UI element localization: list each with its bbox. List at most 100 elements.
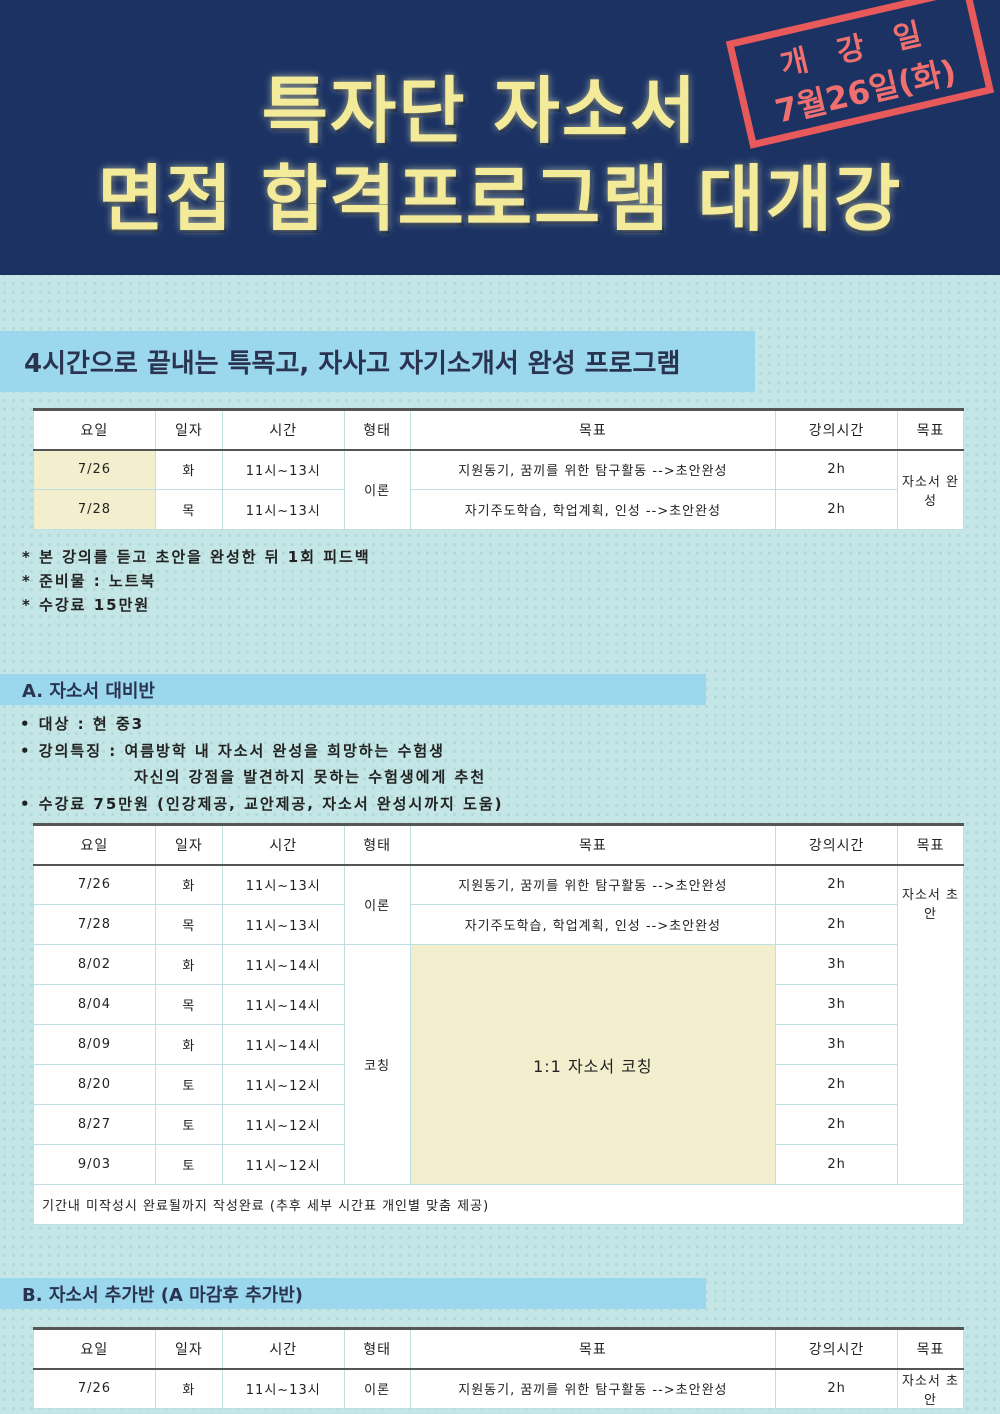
date-cell: 7/26 [33,1368,156,1409]
title-line-1: 특자단 자소서 [261,69,699,153]
column-header: 목표 [897,823,964,866]
table-row: 7/28 목 11시~13시 자기주도학습, 학업계획, 인성 -->초안완성 2h [33,489,964,530]
date-cell: 7/26 [33,449,156,490]
time-cell: 11시~13시 [221,864,345,905]
column-header: 일자 [154,823,223,866]
goal-cell: 자기주도학습, 학업계획, 인성 -->초안완성 [409,904,777,945]
column-header: 목표 [897,408,964,451]
target-cell: 자소서 초안 [897,1368,964,1409]
weekday-cell: 화 [154,1368,223,1409]
table-row: 7/26 화 11시~13시 이론 지원동기, 꿈끼를 위한 탐구활동 -->초안완성 2… [33,864,964,1185]
header-row: 요일 일자 시간 형태 목표 강의시간 목표 [33,408,964,451]
date-cell: 8/02 [33,944,156,985]
date-cell: 9/03 [33,1144,156,1185]
class-a-banner: A. 자소서 대비반 [0,674,706,705]
column-header: 목표 [897,1327,964,1370]
column-header: 목표 [409,408,777,451]
type-cell: 코칭 [343,944,411,1185]
column-header: 요일 [33,408,156,451]
time-cell: 11시~14시 [221,1024,345,1065]
column-header: 시간 [221,408,345,451]
goal-cell: 지원동기, 꿈끼를 위한 탐구활동 -->초안완성 [409,864,777,905]
time-cell: 11시~13시 [221,489,345,530]
note: * 준비물 : 노트북 [22,572,157,590]
class-b-banner: B. 자소서 추가반 (A 마감후 추가반) [0,1278,706,1309]
target-cell: 자소서 초안 [897,864,964,1185]
date-cell: 7/28 [33,904,156,945]
time-cell: 11시~12시 [221,1064,345,1105]
duration-cell: 2h [775,449,898,490]
duration-cell: 3h [775,984,899,1025]
date-cell: 8/20 [33,1064,156,1105]
column-header: 시간 [221,1327,345,1370]
column-header: 시간 [221,823,345,866]
weekday-cell: 화 [154,449,223,490]
weekday-cell: 토 [154,1104,223,1145]
type-cell: 이론 [343,1368,411,1409]
table-row: 8/20 토 11시~12시 2h [33,1064,964,1105]
duration-cell: 3h [775,1024,899,1065]
time-cell: 11시~13시 [221,449,345,490]
duration-cell: 2h [775,1144,899,1185]
weekday-cell: 화 [154,944,223,985]
column-header: 일자 [154,408,223,451]
duration-cell: 2h [775,1064,899,1105]
column-header: 일자 [154,1327,223,1370]
date-cell: 8/04 [33,984,156,1025]
column-header: 강의시간 [775,1327,898,1370]
time-cell: 11시~13시 [221,1368,345,1409]
weekday-cell: 화 [154,1024,223,1065]
class-b-schedule-table: 요일 일자 시간 형태 목표 강의시간 목표 7/26 화 11시~13시 이론 지원동기, 꿈끼를 … [33,1327,964,1409]
column-header: 형태 [343,823,411,866]
date-cell: 8/27 [33,1104,156,1145]
column-header: 요일 [33,1327,156,1370]
duration-cell: 3h [775,944,899,985]
weekday-cell: 목 [154,489,223,530]
date-cell: 7/28 [33,489,156,530]
goal-cell: 1:1 자소서 코칭 [409,944,777,1185]
column-header: 요일 [33,823,156,866]
intro-banner: 4시간으로 끝내는 특목고, 자사고 자기소개서 완성 프로그램 [0,331,755,392]
header-row: 요일 일자 시간 형태 목표 강의시간 목표 [33,1327,964,1370]
column-header: 강의시간 [775,408,898,451]
table-row: 7/26 화 11시~13시 이론 지원동기, 꿈끼를 위한 탐구활동 -->초안완성 2… [33,449,964,530]
column-header: 형태 [343,1327,411,1370]
goal-cell: 자기주도학습, 학업계획, 인성 -->초안완성 [409,489,777,530]
goal-cell: 지원동기, 꿈끼를 위한 탐구활동 -->초안완성 [409,449,777,490]
duration-cell: 2h [775,1368,898,1409]
time-cell: 11시~14시 [221,944,345,985]
note: * 본 강의를 듣고 초안을 완성한 뒤 1회 피드백 [22,548,371,566]
note: • 강의특징 : 여름방학 내 자소서 완성을 희망하는 수험생 [20,741,445,760]
goal-cell: 지원동기, 꿈끼를 위한 탐구활동 -->초안완성 [409,1368,777,1409]
table-row: 8/04 목 11시~14시 3h [33,984,964,1025]
column-header: 목표 [409,823,777,866]
duration-cell: 2h [775,489,898,530]
weekday-cell: 토 [154,1064,223,1105]
table-row: 8/02 화 11시~14시 코칭 1:1 자소서 코칭 3h [33,944,964,1185]
duration-cell: 2h [775,864,899,905]
table-row: 7/28 목 11시~13시 자기주도학습, 학업계획, 인성 -->초안완성 2h [33,904,964,945]
target-cell: 자소서 완성 [897,449,964,530]
note: * 수강료 15만원 [22,596,151,614]
column-header: 목표 [409,1327,777,1370]
footnote-row: 기간내 미작성시 완료될까지 작성완료 (추후 세부 시간표 개인별 맞춤 제공… [33,1184,964,1225]
note: 자신의 강점을 발견하지 못하는 수험생에게 추천 [134,768,487,786]
weekday-cell: 목 [154,984,223,1025]
type-cell: 이론 [343,864,411,945]
column-header: 형태 [343,408,411,451]
weekday-cell: 목 [154,904,223,945]
date-cell: 8/09 [33,1024,156,1065]
table-row: 7/26 화 11시~13시 이론 지원동기, 꿈끼를 위한 탐구활동 -->초안완성 2… [33,1368,964,1409]
time-cell: 11시~13시 [221,904,345,945]
time-cell: 11시~14시 [221,984,345,1025]
duration-cell: 2h [775,1104,899,1145]
header: 특자단 자소서 면접 합격프로그램 대개강 개 강 일 7월26일(화) [0,0,1000,275]
table-row: 8/27 토 11시~12시 2h [33,1104,964,1145]
note: • 대상 : 현 중3 [20,715,145,733]
class-a-notes: • 대상 : 현 중3 • 강의특징 : 여름방학 내 자소서 완성을 희망하는… [20,711,504,817]
intro-schedule-table: 요일 일자 시간 형태 목표 강의시간 목표 7/26 화 11시~13시 이론 지원동기, 꿈끼를 … [33,408,964,530]
date-cell: 7/26 [33,864,156,905]
column-header: 강의시간 [775,823,899,866]
table-row: 9/03 토 11시~12시 2h [33,1144,964,1185]
intro-notes: * 본 강의를 듣고 초안을 완성한 뒤 1회 피드백 * 준비물 : 노트북 … [22,545,371,617]
